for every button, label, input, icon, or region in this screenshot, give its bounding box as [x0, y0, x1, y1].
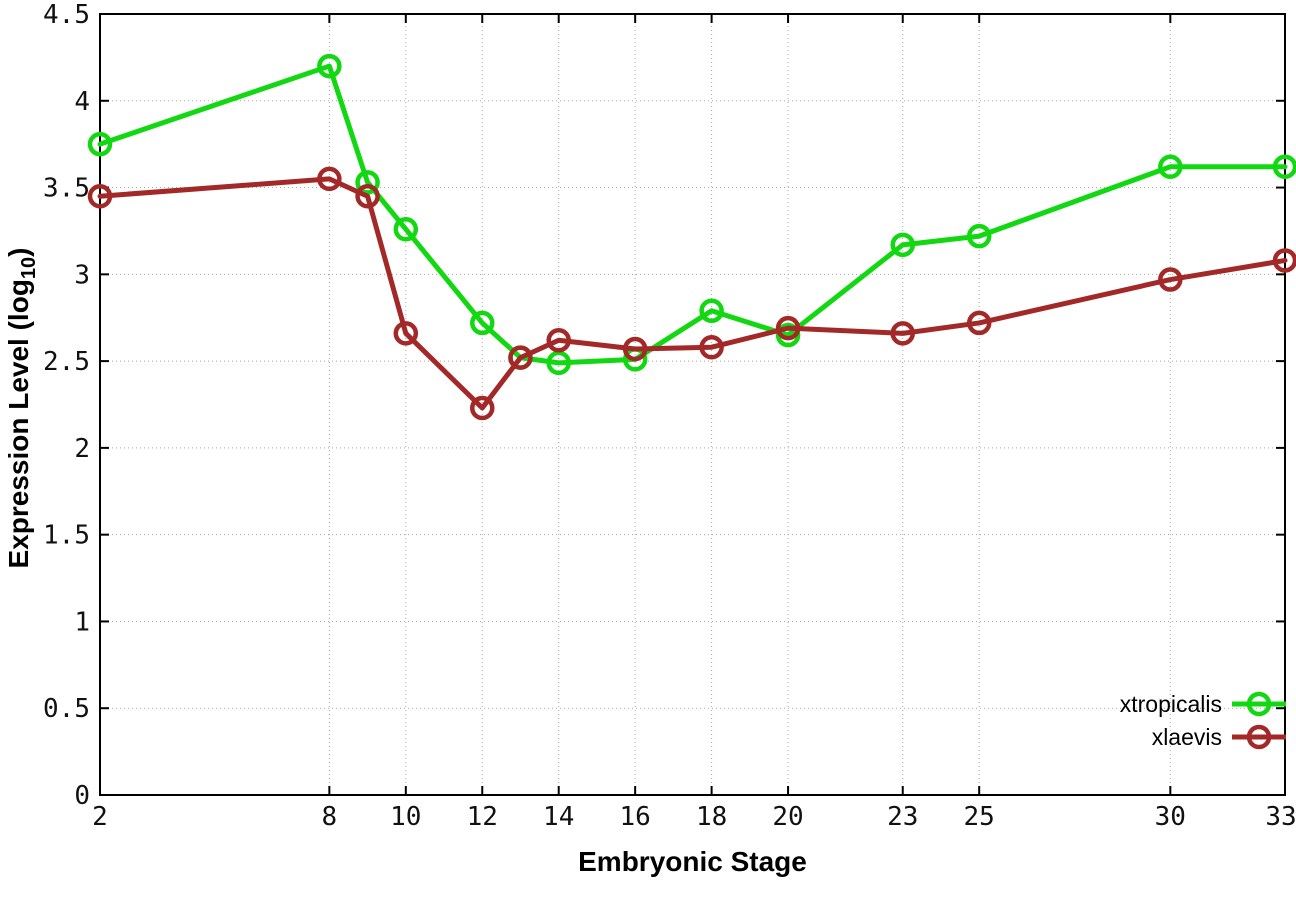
data-point-marker-xlaevis — [508, 345, 533, 370]
data-point-marker-xtropicalis — [470, 310, 495, 336]
data-point-marker-xtropicalis — [317, 53, 342, 79]
y-tick-label: 3 — [74, 260, 90, 290]
y-tick-label: 2 — [74, 434, 90, 464]
data-point-marker-xlaevis — [1158, 267, 1183, 292]
data-point-marker-xlaevis — [87, 183, 113, 209]
legend-marker-icon — [1246, 691, 1272, 717]
data-point-marker-xtropicalis — [355, 170, 380, 195]
data-point-marker-xtropicalis — [546, 350, 571, 376]
data-point-marker-xlaevis — [622, 336, 648, 362]
data-point-marker-xlaevis — [775, 315, 801, 341]
x-tick-label: 30 — [1155, 802, 1186, 832]
legend-label: xlaevis — [1152, 724, 1222, 750]
x-tick-label: 25 — [964, 802, 995, 832]
y-tick-label: 0 — [74, 781, 90, 811]
data-point-marker-xtropicalis — [1158, 154, 1183, 179]
data-point-marker-xlaevis — [317, 166, 342, 192]
y-tick-label: 3.5 — [43, 174, 90, 204]
x-tick-label: 33 — [1265, 802, 1296, 832]
data-point-marker-xtropicalis — [393, 216, 419, 242]
x-tick-label: 20 — [772, 802, 803, 832]
series-line-xtropicalis — [97, 63, 1288, 366]
series-line-xlaevis — [97, 176, 1288, 411]
data-point-marker-xlaevis — [890, 321, 915, 346]
y-tick-label: 4 — [74, 87, 90, 117]
data-point-marker-xlaevis — [546, 328, 571, 353]
data-point-marker-xlaevis — [1272, 248, 1296, 273]
x-tick-label: 14 — [543, 802, 574, 832]
x-tick-label: 23 — [887, 802, 918, 832]
data-point-marker-xlaevis — [393, 321, 419, 346]
y-tick-label: 2.5 — [43, 347, 90, 377]
data-point-marker-xtropicalis — [87, 131, 113, 157]
x-tick-label: 12 — [467, 802, 498, 832]
y-tick-label: 4.5 — [43, 0, 90, 30]
x-tick-label: 8 — [322, 802, 338, 832]
y-axis-title-text: Expression Level (log — [3, 279, 35, 569]
x-tick-label: 18 — [696, 802, 727, 832]
legend-label: xtropicalis — [1120, 691, 1222, 717]
x-axis-title: Embryonic Stage — [578, 846, 807, 877]
data-point-marker-xlaevis — [699, 334, 724, 360]
data-point-marker-xlaevis — [355, 183, 380, 209]
x-tick-label: 16 — [620, 802, 651, 832]
x-tick-label: 10 — [390, 802, 421, 832]
y-tick-label: 1.5 — [43, 521, 90, 551]
y-tick-label: 1 — [74, 607, 90, 637]
data-point-marker-xtropicalis — [966, 223, 992, 249]
y-axis-title-suffix: ) — [3, 247, 35, 257]
data-point-marker-xtropicalis — [699, 298, 724, 324]
x-tick-label: 2 — [92, 802, 108, 832]
legend-marker-icon — [1246, 724, 1272, 750]
data-point-marker-xtropicalis — [890, 232, 915, 258]
data-point-marker-xtropicalis — [1272, 154, 1296, 179]
data-point-marker-xlaevis — [966, 310, 992, 336]
y-axis-title: Expression Level (log10) — [3, 248, 41, 569]
y-tick-label: 0.5 — [43, 694, 90, 724]
data-point-marker-xlaevis — [470, 395, 495, 421]
plot-border — [99, 13, 1286, 796]
y-axis-title-subscript: 10 — [17, 256, 40, 280]
